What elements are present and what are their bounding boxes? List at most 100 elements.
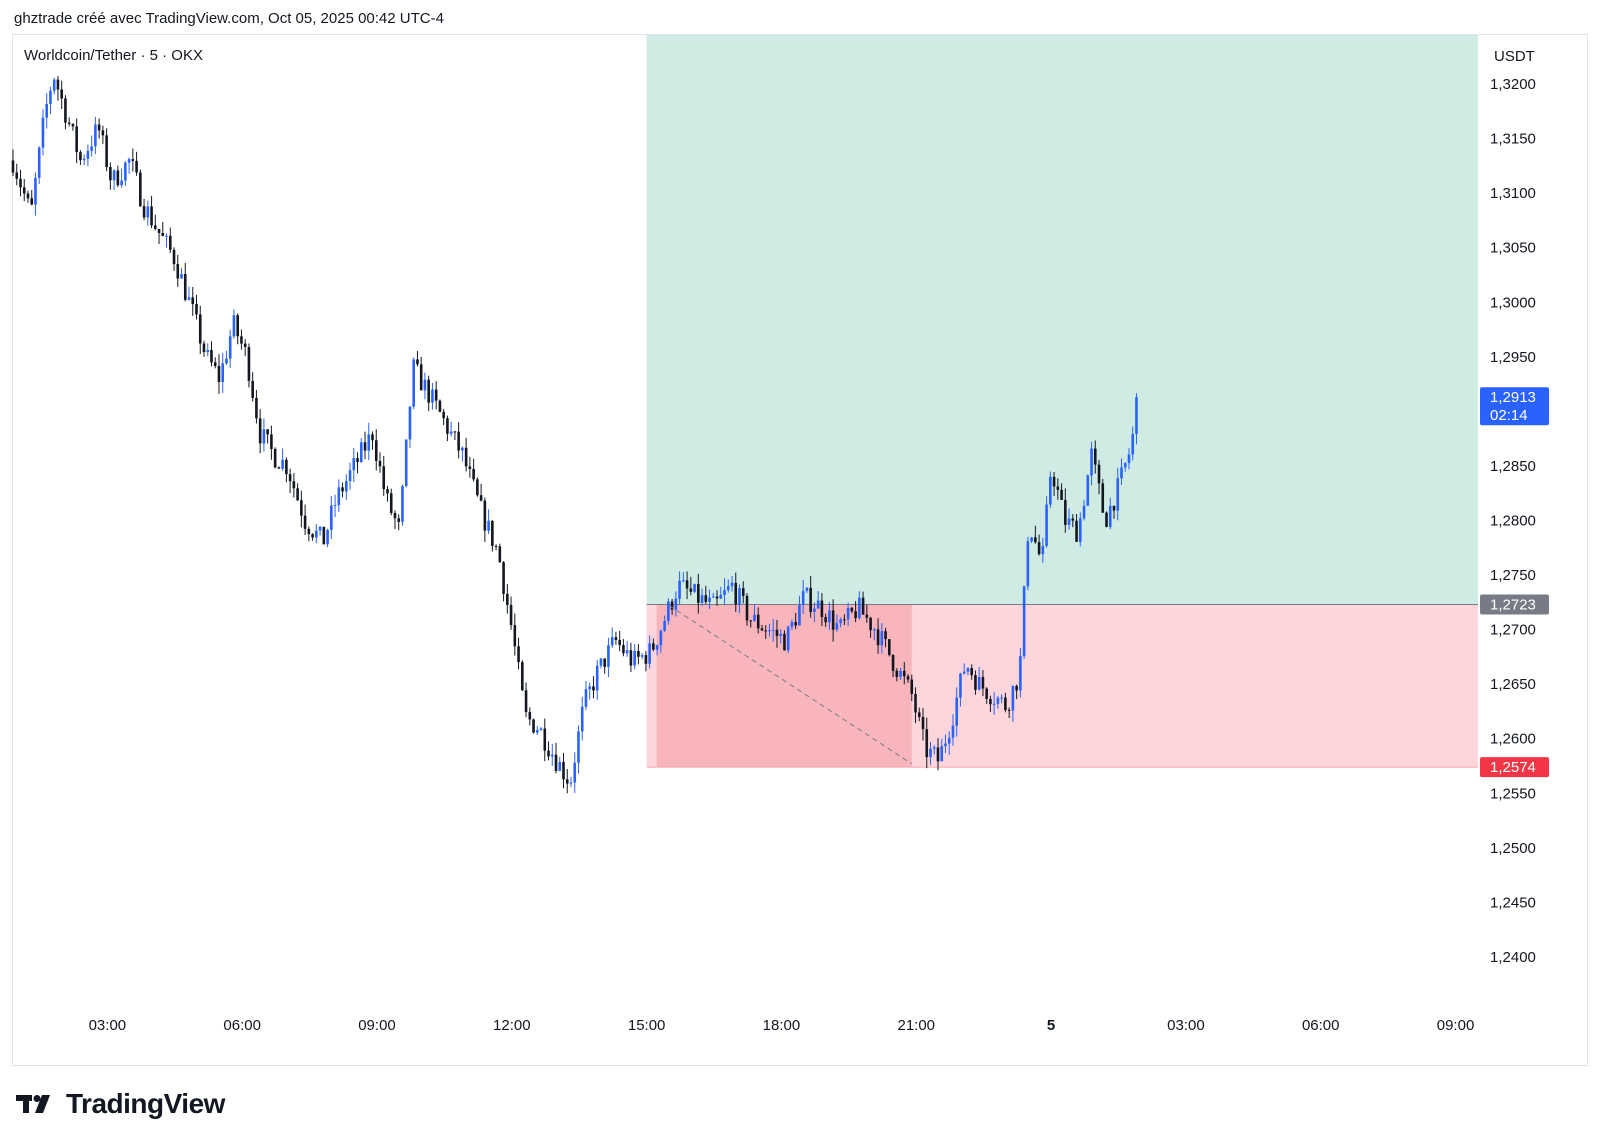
candle-body bbox=[693, 584, 696, 592]
chart-frame[interactable] bbox=[12, 34, 1588, 1066]
candle bbox=[644, 651, 648, 672]
candle bbox=[843, 614, 846, 625]
candle-body bbox=[165, 235, 168, 237]
candle-body bbox=[820, 600, 824, 618]
candle bbox=[1093, 440, 1097, 474]
candle-body bbox=[161, 233, 165, 236]
candle-body bbox=[116, 170, 120, 186]
candle-body bbox=[569, 782, 573, 784]
candle bbox=[682, 572, 685, 583]
candle-body bbox=[352, 458, 356, 471]
candle bbox=[494, 544, 498, 551]
candle-body bbox=[498, 546, 502, 563]
candle bbox=[955, 687, 959, 737]
candle bbox=[1120, 458, 1123, 486]
candle-body bbox=[210, 349, 213, 363]
candle-body bbox=[135, 160, 138, 173]
candle bbox=[22, 179, 26, 202]
loss-zone-realized bbox=[656, 604, 912, 768]
candle bbox=[262, 418, 266, 452]
currency-label[interactable]: USDT bbox=[1494, 48, 1535, 65]
time-tick-label: 06:00 bbox=[1302, 1017, 1340, 1034]
candle-body bbox=[648, 643, 651, 664]
time-tick-label: 15:00 bbox=[628, 1017, 666, 1034]
candle-body bbox=[1071, 518, 1075, 521]
candle-body bbox=[176, 264, 180, 279]
candle bbox=[565, 768, 569, 794]
candle-body bbox=[513, 625, 517, 647]
last-price-label-countdown: 02:14 bbox=[1490, 407, 1528, 424]
candle-body bbox=[876, 629, 880, 646]
candle bbox=[835, 614, 839, 632]
candle bbox=[921, 708, 925, 741]
candle bbox=[307, 526, 311, 542]
candle bbox=[532, 718, 535, 734]
candle-body bbox=[689, 588, 693, 592]
candle bbox=[468, 456, 472, 478]
candle bbox=[824, 613, 827, 628]
candle bbox=[554, 742, 558, 774]
candle bbox=[745, 592, 749, 626]
candle bbox=[614, 631, 618, 645]
candle bbox=[19, 169, 22, 197]
candle bbox=[1034, 525, 1037, 544]
candle bbox=[37, 146, 41, 185]
candle-body bbox=[341, 487, 344, 492]
tradingview-logo[interactable]: TradingView bbox=[16, 1088, 225, 1120]
candle bbox=[760, 624, 764, 632]
candle bbox=[730, 576, 734, 592]
candle bbox=[1090, 441, 1093, 486]
candle-body bbox=[730, 582, 734, 587]
candle bbox=[389, 488, 393, 516]
candle-body bbox=[408, 406, 412, 440]
candle bbox=[637, 644, 640, 665]
candle bbox=[535, 725, 539, 736]
candle-body bbox=[655, 645, 659, 650]
candle-body bbox=[667, 601, 670, 622]
candle bbox=[131, 148, 135, 172]
candle bbox=[479, 483, 483, 502]
candle bbox=[112, 169, 116, 191]
candle bbox=[82, 154, 86, 166]
candle bbox=[989, 695, 992, 713]
candle bbox=[251, 372, 254, 402]
candle bbox=[940, 738, 944, 762]
candle bbox=[491, 520, 494, 552]
candle-body bbox=[124, 162, 127, 181]
candle-body bbox=[618, 639, 621, 646]
candle bbox=[382, 455, 386, 496]
candle-body bbox=[839, 619, 842, 624]
candle-body bbox=[794, 621, 797, 626]
candle-body bbox=[614, 637, 618, 640]
price-tick-label: 1,2500 bbox=[1490, 840, 1536, 857]
candle bbox=[700, 588, 704, 606]
candle bbox=[569, 776, 573, 788]
candle bbox=[738, 584, 741, 614]
candle bbox=[813, 602, 816, 623]
price-axis: 1,3200 1,3150 1,3100 1,3050 1,3000 1,2950 1,28… bbox=[1478, 35, 1587, 1036]
candle bbox=[348, 462, 352, 490]
candle-body bbox=[779, 633, 783, 636]
candle-body bbox=[869, 617, 872, 631]
candle bbox=[1071, 514, 1075, 528]
candle-body bbox=[974, 675, 977, 690]
symbol-legend[interactable]: Worldcoin/Tether · 5 · OKX bbox=[24, 47, 203, 64]
candle bbox=[670, 598, 674, 615]
candle-body bbox=[464, 447, 468, 467]
candle bbox=[75, 118, 78, 164]
candle bbox=[753, 604, 756, 622]
candle-body bbox=[1037, 542, 1041, 555]
candle-body bbox=[719, 594, 723, 599]
time-tick-label: 21:00 bbox=[897, 1017, 935, 1034]
candle bbox=[404, 439, 408, 488]
candle bbox=[580, 697, 584, 741]
candle bbox=[734, 572, 738, 613]
candle bbox=[1067, 508, 1071, 530]
candle bbox=[674, 591, 678, 617]
candle bbox=[281, 448, 284, 471]
candle bbox=[547, 741, 550, 761]
candle-body bbox=[434, 389, 438, 401]
candle-body bbox=[854, 611, 857, 619]
candle bbox=[139, 169, 142, 208]
